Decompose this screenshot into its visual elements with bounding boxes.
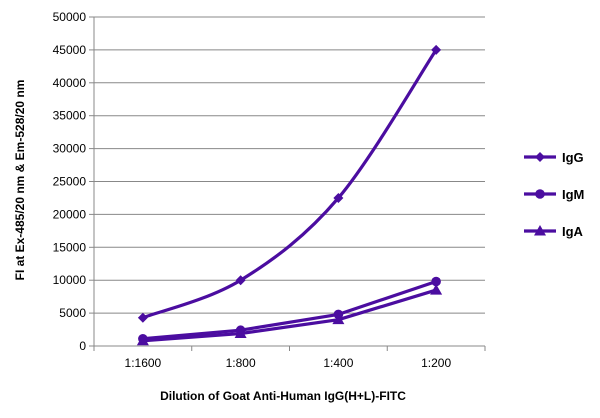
y-tick-label: 10000: [53, 273, 87, 287]
series-line-igg: [141, 48, 438, 320]
y-axis-title: FI at Ex-485/20 nm & Em-528/20 nm: [13, 80, 27, 281]
y-tick-label: 15000: [53, 240, 87, 254]
y-tick-label: 20000: [53, 207, 87, 221]
x-tick-label: 1:1600: [125, 356, 162, 370]
y-tick-label: 25000: [53, 175, 87, 189]
data-point-igg: [431, 44, 442, 55]
series-line-iga: [141, 288, 438, 343]
legend-marker-igm: [535, 189, 545, 199]
x-tick-label: 1:200: [421, 356, 451, 370]
data-point-igm: [431, 276, 441, 287]
legend-label-igm: IgM: [562, 187, 584, 202]
y-tick-label: 35000: [53, 109, 87, 123]
legend: IgG IgM IgA: [524, 150, 584, 239]
y-tick-labels: 0 5000 10000 15000 20000 25000 30000 35000 40000…: [53, 10, 87, 353]
series-igg: [137, 44, 442, 323]
data-point-iga: [234, 327, 247, 338]
legend-item-iga: IgA: [524, 224, 584, 239]
y-tick-label: 5000: [59, 306, 86, 320]
axes: [89, 16, 486, 351]
legend-marker-igg: [535, 152, 545, 162]
series-iga: [136, 284, 443, 346]
legend-label-iga: IgA: [562, 224, 584, 239]
data-point-igg: [333, 192, 344, 203]
series-line-igm: [141, 279, 438, 341]
y-tick-label: 0: [79, 339, 86, 353]
y-tick-label: 45000: [53, 43, 87, 57]
legend-label-igg: IgG: [562, 150, 584, 165]
data-point-igg: [137, 312, 148, 323]
y-tick-label: 40000: [53, 76, 87, 90]
legend-item-igm: IgM: [524, 187, 584, 202]
data-point-iga: [430, 284, 443, 295]
series: [136, 44, 443, 346]
data-point-iga: [136, 334, 149, 346]
data-point-iga: [332, 313, 345, 325]
x-tick-labels: 1:1600 1:800 1:400 1:200: [125, 356, 452, 370]
x-tick-label: 1:800: [226, 356, 256, 370]
y-tick-label: 30000: [53, 142, 87, 156]
data-point-igg: [235, 275, 246, 286]
gridlines: [94, 16, 485, 314]
y-tick-label: 50000: [53, 10, 87, 24]
series-igm: [138, 276, 441, 344]
x-tick-label: 1:400: [323, 356, 353, 370]
x-axis-title: Dilution of Goat Anti-Human IgG(H+L)-FIT…: [160, 389, 406, 403]
legend-item-igg: IgG: [524, 150, 584, 165]
legend-marker-iga: [534, 225, 546, 236]
